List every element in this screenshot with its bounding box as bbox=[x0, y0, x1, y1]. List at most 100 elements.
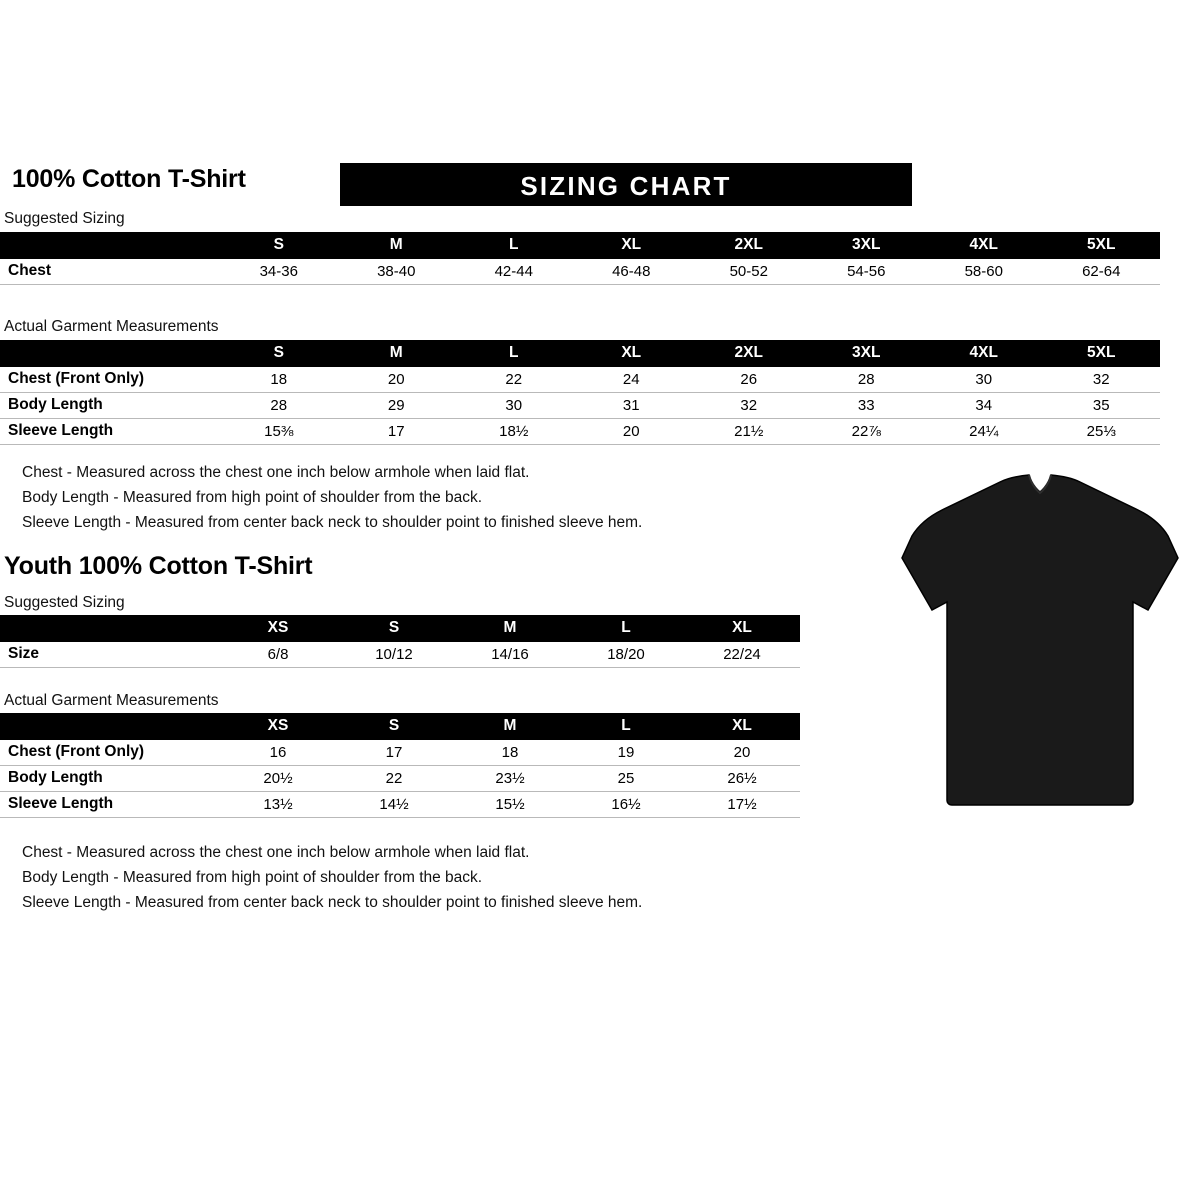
table-row: Body Length 28 29 30 31 32 33 34 35 bbox=[0, 392, 1160, 419]
table-row: Chest (Front Only) 18 20 22 24 26 28 30 … bbox=[0, 367, 1160, 393]
cell-sleevelength-xs: 13½ bbox=[220, 791, 336, 818]
cell-chest-xl: 46-48 bbox=[572, 259, 690, 285]
cell-sleevelength-s: 15⅜ bbox=[220, 418, 338, 445]
cell-chestfront-m: 20 bbox=[337, 367, 455, 393]
cell-sleevelength-m: 17 bbox=[337, 418, 455, 445]
table-row: Body Length 20½ 22 23½ 25 26½ bbox=[0, 765, 800, 792]
adult-suggested-sizing-table: S M L XL 2XL 3XL 4XL 5XL Chest 34-36 38-… bbox=[0, 232, 1160, 285]
column-header-2xl: 2XL bbox=[734, 236, 763, 253]
table-row: Sleeve Length 15⅜ 17 18½ 20 21½ 22⅞ 24¼ … bbox=[0, 418, 1160, 445]
cell-chestfront-5xl: 32 bbox=[1042, 367, 1160, 393]
row-label-sleeve-length: Sleeve Length bbox=[0, 418, 220, 445]
adult-actual-measurements-table: S M L XL 2XL 3XL 4XL 5XL Chest (Front On… bbox=[0, 340, 1160, 445]
column-header-xl: XL bbox=[621, 236, 642, 253]
adult-measurement-notes: Chest - Measured across the chest one in… bbox=[4, 460, 642, 535]
cell-bodylength-l: 30 bbox=[455, 392, 573, 419]
cell-size-xs: 6/8 bbox=[220, 642, 336, 668]
cell-chest-l: 42-44 bbox=[455, 259, 573, 285]
cell-chestfront-l: 19 bbox=[568, 740, 684, 766]
row-label-sleeve-length: Sleeve Length bbox=[0, 791, 220, 818]
youth-suggested-sizing-label: Suggested Sizing bbox=[4, 594, 125, 611]
column-header-4xl: 4XL bbox=[969, 236, 998, 253]
cell-size-l: 18/20 bbox=[568, 642, 684, 668]
column-header-l: L bbox=[509, 236, 519, 253]
column-header-rowlabel bbox=[0, 615, 220, 642]
t-shirt-icon bbox=[901, 474, 1179, 806]
cell-sleevelength-l: 16½ bbox=[568, 791, 684, 818]
cell-sleevelength-3xl: 22⅞ bbox=[807, 418, 925, 445]
cell-bodylength-xl: 31 bbox=[572, 392, 690, 419]
t-shirt-illustration bbox=[890, 470, 1190, 810]
cell-chestfront-3xl: 28 bbox=[807, 367, 925, 393]
cell-chest-2xl: 50-52 bbox=[690, 259, 808, 285]
column-header-m: M bbox=[389, 236, 403, 253]
adult-product-title: 100% Cotton T-Shirt bbox=[12, 165, 246, 193]
cell-bodylength-s: 22 bbox=[336, 765, 452, 792]
cell-size-s: 10/12 bbox=[336, 642, 452, 668]
youth-measurement-notes: Chest - Measured across the chest one in… bbox=[4, 840, 642, 915]
cell-chestfront-s: 18 bbox=[220, 367, 338, 393]
table-header-row: XS S M L XL bbox=[0, 615, 800, 642]
column-header-s: S bbox=[388, 619, 400, 636]
table-row: Size 6/8 10/12 14/16 18/20 22/24 bbox=[0, 642, 800, 668]
sizing-chart-banner: SIZING CHART bbox=[340, 163, 912, 206]
column-header-m: M bbox=[503, 619, 517, 636]
adult-actual-measurements-label: Actual Garment Measurements bbox=[4, 318, 219, 335]
column-header-xs: XS bbox=[267, 717, 289, 734]
cell-chest-s: 34-36 bbox=[220, 259, 338, 285]
table-header-row: XS S M L XL bbox=[0, 713, 800, 740]
cell-chestfront-m: 18 bbox=[452, 740, 568, 766]
cell-bodylength-5xl: 35 bbox=[1042, 392, 1160, 419]
cell-sleevelength-2xl: 21½ bbox=[690, 418, 808, 445]
column-header-5xl: 5XL bbox=[1087, 236, 1116, 253]
table-row: Chest (Front Only) 16 17 18 19 20 bbox=[0, 740, 800, 766]
cell-bodylength-3xl: 33 bbox=[807, 392, 925, 419]
cell-bodylength-s: 28 bbox=[220, 392, 338, 419]
column-header-l: L bbox=[621, 619, 631, 636]
cell-chest-5xl: 62-64 bbox=[1042, 259, 1160, 285]
youth-note-sleeve-length: Sleeve Length - Measured from center bac… bbox=[22, 894, 643, 911]
cell-chestfront-xs: 16 bbox=[220, 740, 336, 766]
cell-chestfront-xl: 24 bbox=[572, 367, 690, 393]
column-header-5xl: 5XL bbox=[1087, 344, 1116, 361]
table-header-row: S M L XL 2XL 3XL 4XL 5XL bbox=[0, 340, 1160, 367]
cell-chest-3xl: 54-56 bbox=[807, 259, 925, 285]
cell-bodylength-xl: 26½ bbox=[684, 765, 800, 792]
cell-bodylength-4xl: 34 bbox=[925, 392, 1043, 419]
table-row: Sleeve Length 13½ 14½ 15½ 16½ 17½ bbox=[0, 791, 800, 818]
adult-header-row: 100% Cotton T-Shirt SIZING CHART bbox=[8, 163, 1192, 209]
column-header-rowlabel bbox=[0, 713, 220, 740]
cell-chestfront-s: 17 bbox=[336, 740, 452, 766]
table-header-row: S M L XL 2XL 3XL 4XL 5XL bbox=[0, 232, 1160, 259]
row-label-body-length: Body Length bbox=[0, 765, 220, 792]
column-header-s: S bbox=[273, 344, 284, 361]
column-header-l: L bbox=[509, 344, 519, 361]
table-row: Chest 34-36 38-40 42-44 46-48 50-52 54-5… bbox=[0, 259, 1160, 285]
cell-chestfront-2xl: 26 bbox=[690, 367, 808, 393]
cell-bodylength-m: 29 bbox=[337, 392, 455, 419]
youth-note-body-length: Body Length - Measured from high point o… bbox=[22, 869, 483, 886]
cell-bodylength-xs: 20½ bbox=[220, 765, 336, 792]
cell-sleevelength-4xl: 24¼ bbox=[925, 418, 1043, 445]
column-header-m: M bbox=[389, 344, 403, 361]
sizing-chart-banner-text: SIZING CHART bbox=[520, 171, 732, 201]
youth-note-chest: Chest - Measured across the chest one in… bbox=[22, 844, 530, 861]
cell-sleevelength-xl: 17½ bbox=[684, 791, 800, 818]
column-header-rowlabel bbox=[0, 340, 220, 367]
cell-sleevelength-s: 14½ bbox=[336, 791, 452, 818]
column-header-4xl: 4XL bbox=[969, 344, 998, 361]
youth-product-title: Youth 100% Cotton T-Shirt bbox=[4, 552, 313, 580]
youth-actual-measurements-label: Actual Garment Measurements bbox=[4, 692, 219, 709]
cell-chestfront-4xl: 30 bbox=[925, 367, 1043, 393]
cell-chestfront-l: 22 bbox=[455, 367, 573, 393]
cell-sleevelength-m: 15½ bbox=[452, 791, 568, 818]
row-label-size: Size bbox=[0, 642, 220, 668]
row-label-chest-front-only: Chest (Front Only) bbox=[0, 740, 220, 766]
row-label-body-length: Body Length bbox=[0, 392, 220, 419]
column-header-xl: XL bbox=[732, 619, 752, 636]
column-header-3xl: 3XL bbox=[852, 344, 881, 361]
cell-size-xl: 22/24 bbox=[684, 642, 800, 668]
column-header-xl: XL bbox=[621, 344, 642, 361]
row-label-chest: Chest bbox=[0, 259, 220, 285]
